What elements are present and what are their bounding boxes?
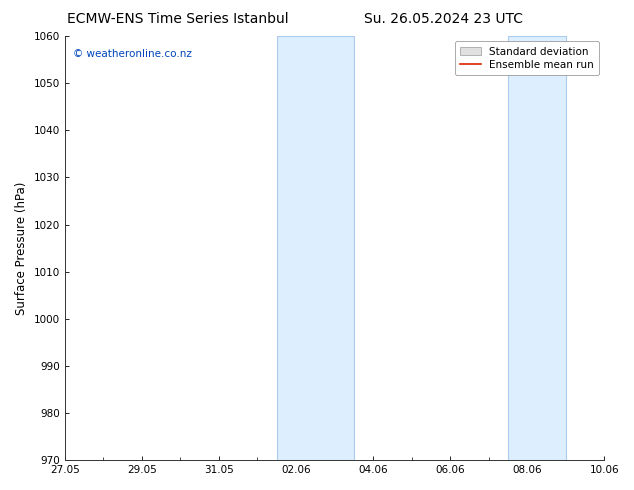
- Text: © weatheronline.co.nz: © weatheronline.co.nz: [73, 49, 191, 59]
- Bar: [276, 36, 354, 460]
- Legend: Standard deviation, Ensemble mean run: Standard deviation, Ensemble mean run: [455, 41, 599, 75]
- Text: ECMW-ENS Time Series Istanbul: ECMW-ENS Time Series Istanbul: [67, 12, 288, 26]
- Bar: [508, 36, 566, 460]
- Text: Su. 26.05.2024 23 UTC: Su. 26.05.2024 23 UTC: [365, 12, 523, 26]
- Y-axis label: Surface Pressure (hPa): Surface Pressure (hPa): [15, 181, 28, 315]
